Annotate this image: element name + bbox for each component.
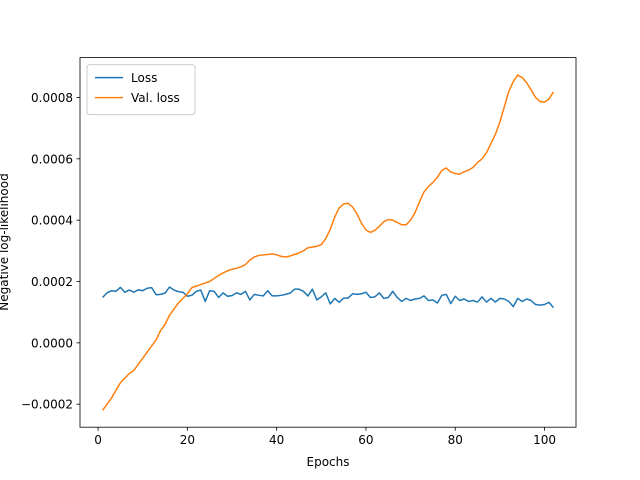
series-line xyxy=(101,74,555,411)
y-tick-label: 0.0004 xyxy=(31,214,73,228)
x-tick-label: 40 xyxy=(269,433,284,447)
y-axis-label: Negative log-likelihood xyxy=(0,173,11,310)
x-tick-label: 0 xyxy=(94,433,102,447)
x-axis-label: Epochs xyxy=(307,455,350,469)
x-tick-label: 100 xyxy=(533,433,556,447)
y-tick-label: 0.0002 xyxy=(31,275,73,289)
y-tick-label: −0.0002 xyxy=(21,398,73,412)
legend-label: Loss xyxy=(131,71,157,85)
x-tick-label: 80 xyxy=(448,433,463,447)
x-tick-label: 60 xyxy=(358,433,373,447)
y-tick-label: 0.0000 xyxy=(31,336,73,350)
plot-frame xyxy=(79,57,577,428)
y-tick-label: 0.0008 xyxy=(31,91,73,105)
x-tick-label: 20 xyxy=(180,433,195,447)
series-line xyxy=(102,286,555,309)
legend-label: Val. loss xyxy=(131,91,180,105)
y-tick-label: 0.0006 xyxy=(31,152,73,166)
